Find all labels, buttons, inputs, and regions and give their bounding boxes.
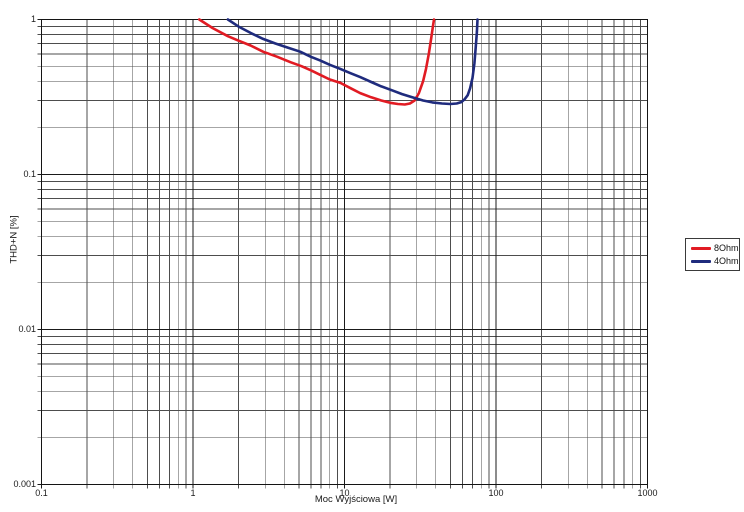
x-tick-label: 1000: [637, 488, 658, 498]
grid-major: [37, 18, 649, 489]
series-line-4ohm: [226, 18, 479, 106]
legend-line-4ohm-icon: [691, 259, 711, 263]
legend-item-4ohm: 4Ohm: [691, 256, 739, 266]
legend-label-8ohm: 8Ohm: [714, 243, 739, 253]
x-axis-title: Moc Wyjściowa [W]: [314, 494, 398, 505]
x-tick-label: 0.1: [35, 488, 48, 498]
x-tick-label: 100: [488, 488, 504, 498]
legend-label-4ohm: 4Ohm: [714, 256, 739, 266]
series-line-8ohm: [198, 18, 436, 106]
y-tick-label: 0.1: [23, 169, 36, 179]
y-tick-label: 1: [30, 14, 36, 24]
legend-item-8ohm: 8Ohm: [691, 243, 739, 253]
x-tick-label: 10: [339, 488, 350, 498]
plot-frame: [40, 18, 649, 486]
y-axis-title: THD+N [%]: [8, 215, 20, 264]
y-tick-label: 0.01: [18, 324, 36, 334]
x-tick-label: 1: [190, 488, 196, 498]
y-tick-label: 0.001: [13, 479, 36, 489]
legend: 8Ohm 4Ohm: [685, 238, 740, 271]
grid-minor: [37, 19, 648, 489]
legend-line-8ohm-icon: [691, 246, 711, 250]
